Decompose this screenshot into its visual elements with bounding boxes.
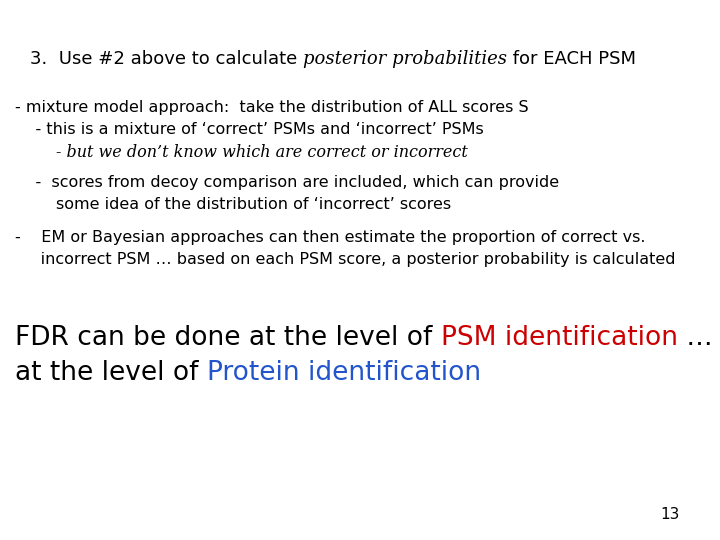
Text: Protein identification: Protein identification xyxy=(207,360,481,386)
Text: posterior probabilities: posterior probabilities xyxy=(303,50,507,68)
Text: incorrect PSM … based on each PSM score, a posterior probability is calculated: incorrect PSM … based on each PSM score,… xyxy=(15,252,675,267)
Text: PSM identification: PSM identification xyxy=(441,325,678,351)
Text: some idea of the distribution of ‘incorrect’ scores: some idea of the distribution of ‘incorr… xyxy=(15,197,451,212)
Text: 13: 13 xyxy=(660,507,680,522)
Text: - mixture model approach:  take the distribution of ALL scores S: - mixture model approach: take the distr… xyxy=(15,100,528,115)
Text: 3.  Use #2 above to calculate: 3. Use #2 above to calculate xyxy=(30,50,303,68)
Text: at the level of: at the level of xyxy=(15,360,207,386)
Text: FDR can be done at the level of: FDR can be done at the level of xyxy=(15,325,441,351)
Text: for EACH PSM: for EACH PSM xyxy=(507,50,636,68)
Text: -  scores from decoy comparison are included, which can provide: - scores from decoy comparison are inclu… xyxy=(15,175,559,190)
Text: - but we don’t know which are correct or incorrect: - but we don’t know which are correct or… xyxy=(15,144,468,161)
Text: … but often done: … but often done xyxy=(678,325,720,351)
Text: - this is a mixture of ‘correct’ PSMs and ‘incorrect’ PSMs: - this is a mixture of ‘correct’ PSMs an… xyxy=(15,122,484,137)
Text: -    EM or Bayesian approaches can then estimate the proportion of correct vs.: - EM or Bayesian approaches can then est… xyxy=(15,230,646,245)
